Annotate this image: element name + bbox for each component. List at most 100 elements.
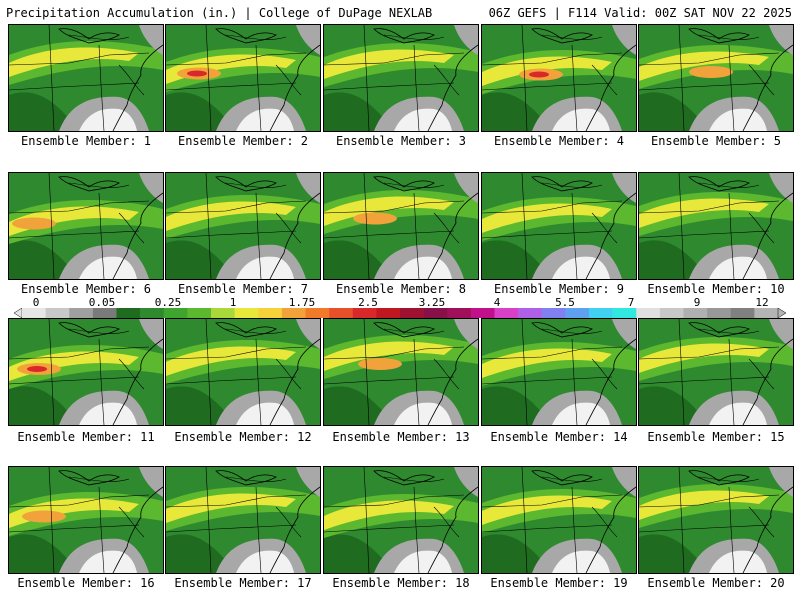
color-scale-swatch [281,308,306,318]
color-scale-swatch [494,308,519,318]
ensemble-member-label: Ensemble Member: 2 [177,134,309,148]
ensemble-member-label: Ensemble Member: 20 [647,576,785,590]
color-scale-swatch [683,308,708,318]
precip-map [482,25,636,131]
color-scale-swatch [45,308,70,318]
color-scale-swatch [116,308,141,318]
precip-map [9,319,163,425]
ensemble-member-label: Ensemble Member: 16 [17,576,155,590]
color-scale-swatch [211,308,235,318]
ensemble-member-label: Ensemble Member: 7 [177,282,309,296]
color-scale-swatch [376,308,401,318]
color-scale-swatch [234,308,259,318]
ensemble-map-panel [638,318,794,426]
ensemble-map-panel [8,466,164,574]
color-scale-tick-label: 3.25 [418,296,446,309]
ensemble-map-panel [638,24,794,132]
color-scale-tick-label: 2.5 [358,296,378,309]
ensemble-map-panel [481,466,637,574]
precip-map [166,25,320,131]
ensemble-map-panel [481,318,637,426]
color-scale-tick-label: 1 [229,296,237,309]
ensemble-member-label: Ensemble Member: 1 [20,134,152,148]
color-scale-swatch [589,308,613,318]
color-scale-swatch [423,308,448,318]
ensemble-map-panel [323,466,479,574]
ensemble-map-panel [165,466,321,574]
ensemble-member-label: Ensemble Member: 15 [647,430,785,444]
color-scale-tick-label: 0.05 [88,296,116,309]
ensemble-member-label: Ensemble Member: 11 [17,430,155,444]
precip-map [324,319,478,425]
color-scale-swatch [470,308,495,318]
color-scale-swatch [400,308,424,318]
ensemble-member-label: Ensemble Member: 4 [493,134,625,148]
precip-map [639,319,793,425]
precip-map [166,319,320,425]
precip-map [9,467,163,573]
color-scale-bar [14,308,786,318]
color-scale-swatch [541,308,566,318]
ensemble-member-label: Ensemble Member: 13 [332,430,470,444]
ensemble-member-label: Ensemble Member: 8 [335,282,467,296]
ensemble-map-panel [638,466,794,574]
ensemble-member-label: Ensemble Member: 9 [493,282,625,296]
ensemble-member-label: Ensemble Member: 17 [174,576,312,590]
run-info: 06Z GEFS | F114 Valid: 00Z SAT NOV 22 20… [488,6,792,20]
precip-map [482,319,636,425]
color-scale-swatch [518,308,543,318]
color-scale-swatch [707,308,732,318]
color-scale-tick-label: 12 [755,296,769,309]
page-title: Precipitation Accumulation (in.) | Colle… [6,6,433,20]
ensemble-map-panel [323,24,479,132]
ensemble-member-label: Ensemble Member: 18 [332,576,470,590]
color-scale-tick-label: 0.25 [154,296,182,309]
ensemble-map-panel [165,172,321,280]
color-scale-tick-label: 9 [693,296,701,309]
color-scale-swatch [305,308,330,318]
precip-map [639,25,793,131]
ensemble-map-panel [8,24,164,132]
ensemble-map-panel [638,172,794,280]
precip-map [166,173,320,279]
ensemble-map-panel [8,172,164,280]
color-scale-swatch [754,308,779,318]
precip-map [9,25,163,131]
precip-map [639,467,793,573]
ensemble-member-label: Ensemble Member: 6 [20,282,152,296]
precip-map [324,173,478,279]
color-scale-tick-label: 5.5 [555,296,575,309]
ensemble-member-label: Ensemble Member: 10 [647,282,785,296]
color-scale-swatch [612,308,637,318]
ensemble-map-panel [323,172,479,280]
ensemble-map-panel [481,24,637,132]
color-scale-tick-label: 1.75 [288,296,316,309]
ensemble-map-panel [323,318,479,426]
precip-map [9,173,163,279]
precip-map [324,25,478,131]
ensemble-member-label: Ensemble Member: 5 [650,134,782,148]
color-scale-swatch [187,308,212,318]
color-scale-tick-label: 4 [493,296,501,309]
precip-map [482,173,636,279]
color-scale-swatch [69,308,94,318]
color-scale-swatch [163,308,188,318]
color-scale-swatch [258,308,283,318]
color-scale-tick-label: 7 [627,296,635,309]
color-scale-tick-label: 0 [32,296,40,309]
color-scale-swatch [140,308,165,318]
precip-map [324,467,478,573]
ensemble-member-label: Ensemble Member: 12 [174,430,312,444]
color-scale-swatch [565,308,590,318]
precip-map [639,173,793,279]
ensemble-map-panel [165,318,321,426]
ensemble-member-label: Ensemble Member: 19 [490,576,628,590]
color-scale-swatch [659,308,684,318]
ensemble-member-label: Ensemble Member: 3 [335,134,467,148]
color-scale-swatch [92,308,117,318]
ensemble-map-panel [8,318,164,426]
ensemble-map-panel [481,172,637,280]
color-scale-swatch [447,308,472,318]
color-scale-swatch [329,308,354,318]
color-scale-swatch [730,308,755,318]
